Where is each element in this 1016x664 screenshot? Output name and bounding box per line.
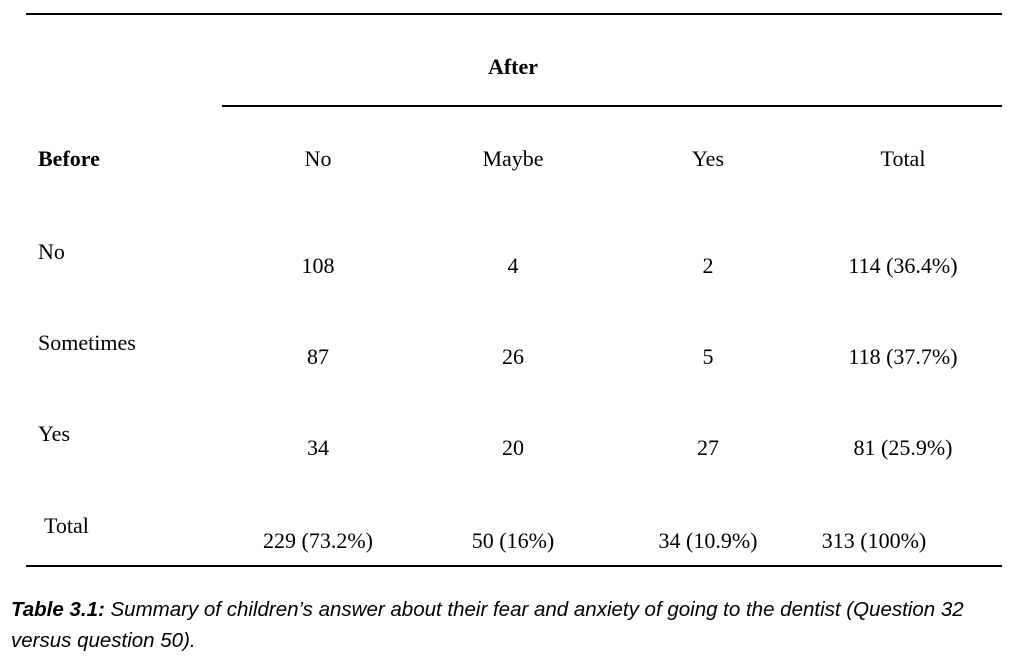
table-cell: 34 bbox=[307, 435, 329, 460]
table-caption: Table 3.1: Summary of children’s answer … bbox=[11, 594, 1001, 656]
table-cell: 313 (100%) bbox=[821, 528, 927, 553]
column-header-total: Total bbox=[880, 146, 926, 171]
column-header-maybe: Maybe bbox=[482, 146, 544, 171]
caption-label: Table 3.1: bbox=[11, 598, 105, 621]
table-cell: 50 (16%) bbox=[471, 528, 555, 553]
table-cell: 26 bbox=[502, 344, 524, 369]
row-label: Total bbox=[44, 513, 89, 538]
top-rule bbox=[26, 13, 1002, 15]
table-cell: 114 (36.4%) bbox=[848, 253, 958, 278]
table-cell: 81 (25.9%) bbox=[853, 435, 953, 460]
column-header-yes: Yes bbox=[691, 146, 725, 171]
row-label: No bbox=[38, 239, 65, 264]
table-cell: 108 bbox=[301, 253, 335, 278]
caption-text: Summary of children’s answer about their… bbox=[11, 598, 964, 652]
table-cell: 87 bbox=[307, 344, 329, 369]
after-rule bbox=[222, 105, 1002, 107]
row-label: Sometimes bbox=[38, 330, 136, 355]
table-cell: 34 (10.9%) bbox=[658, 528, 758, 553]
table-cell: 5 bbox=[702, 344, 714, 369]
row-label: Yes bbox=[38, 421, 71, 446]
table-cell: 2 bbox=[702, 253, 714, 278]
before-header: Before bbox=[38, 146, 100, 171]
table-cell: 4 bbox=[507, 253, 519, 278]
bottom-rule bbox=[26, 565, 1002, 567]
table-cell: 27 bbox=[697, 435, 719, 460]
after-header: After bbox=[487, 54, 539, 79]
column-header-no: No bbox=[304, 146, 332, 171]
table-cell: 20 bbox=[502, 435, 524, 460]
table-cell: 118 (37.7%) bbox=[848, 344, 958, 369]
table-cell: 229 (73.2%) bbox=[263, 528, 373, 553]
